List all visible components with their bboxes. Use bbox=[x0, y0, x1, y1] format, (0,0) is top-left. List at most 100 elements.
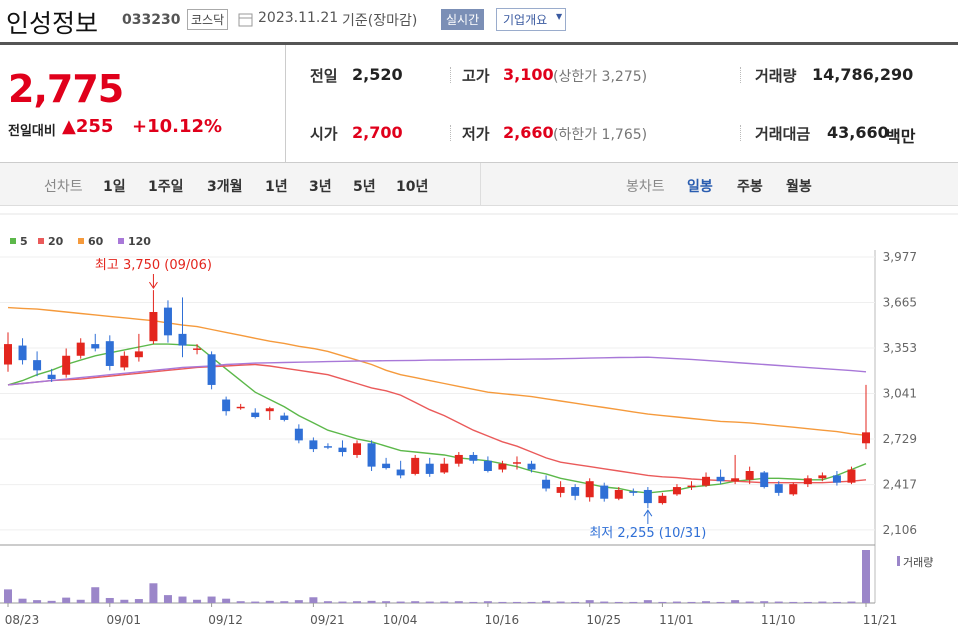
tab[interactable]: 주봉 bbox=[737, 179, 763, 195]
candle-body bbox=[222, 399, 231, 412]
calendar-icon bbox=[238, 13, 253, 27]
separator bbox=[740, 125, 742, 141]
volume-bar bbox=[600, 601, 609, 603]
volume-bar bbox=[818, 601, 827, 603]
tab[interactable]: 10년 bbox=[396, 179, 429, 195]
volume-bar bbox=[178, 596, 187, 603]
y-tick-label: 2,417 bbox=[883, 478, 917, 492]
change-rate: +10.12% bbox=[132, 116, 223, 137]
candle-body bbox=[600, 485, 609, 499]
legend-label: 60 bbox=[88, 235, 104, 248]
volume-bar bbox=[832, 601, 841, 603]
overview-dropdown[interactable]: 기업개요 bbox=[496, 8, 567, 31]
field-label: 저가 bbox=[462, 125, 490, 143]
volume-bar bbox=[280, 601, 289, 603]
candle-body bbox=[105, 341, 114, 366]
tab[interactable]: 월봉 bbox=[786, 179, 812, 195]
volume-bar bbox=[789, 601, 798, 603]
volume-bar bbox=[105, 597, 114, 603]
x-tick-label: 09/01 bbox=[106, 613, 141, 627]
annotation-max: 최고 3,750 (09/06) bbox=[95, 258, 212, 273]
candle-body bbox=[33, 360, 42, 371]
candle-body bbox=[280, 415, 289, 420]
tab-selected[interactable]: 일봉 bbox=[687, 179, 713, 195]
candle-body bbox=[672, 487, 681, 495]
tab[interactable]: 1일 bbox=[103, 179, 126, 195]
candle-body bbox=[294, 428, 303, 441]
candle-body bbox=[323, 446, 332, 448]
period-tabs: 선차트 1일 1주일 3개월 1년 3년 5년 10년 봉차트 일봉 주봉 월봉 bbox=[0, 163, 958, 206]
volume-bar bbox=[149, 583, 158, 603]
volume-bar bbox=[847, 601, 856, 603]
annotation-min: 최저 2,255 (10/31) bbox=[589, 526, 706, 541]
y-tick-label: 3,665 bbox=[883, 296, 917, 310]
volume-bar bbox=[585, 600, 594, 603]
separator bbox=[450, 67, 452, 83]
candle-body bbox=[658, 495, 667, 504]
candle-body bbox=[760, 472, 769, 488]
volume-bar bbox=[367, 600, 376, 603]
volume-bar bbox=[265, 600, 274, 603]
volume-bar bbox=[702, 601, 711, 603]
volume-bar bbox=[134, 599, 143, 603]
market-badge: 코스닥 bbox=[187, 9, 229, 30]
candle-body bbox=[745, 471, 754, 480]
tab[interactable]: 3개월 bbox=[207, 179, 243, 195]
candle-body bbox=[789, 484, 798, 495]
candle-body bbox=[338, 447, 347, 453]
quote-panel: 2,775 전일대비 ▲255 +10.12% 전일 2,520 고가 3,10… bbox=[0, 45, 958, 163]
candle-body bbox=[614, 489, 623, 499]
field-value: 2,700 bbox=[352, 123, 403, 142]
tab[interactable]: 1년 bbox=[265, 179, 288, 195]
x-tick-label: 08/23 bbox=[5, 613, 40, 627]
volume-bar bbox=[382, 601, 391, 603]
ma-line bbox=[7, 356, 867, 386]
volume-bar bbox=[745, 601, 754, 603]
legend-label: 5 bbox=[20, 235, 28, 248]
candle-body bbox=[149, 311, 158, 342]
volume-bar bbox=[614, 601, 623, 603]
volume-bar bbox=[498, 601, 507, 603]
change: ▲255 bbox=[62, 116, 114, 137]
field-value: 43,660 bbox=[827, 123, 889, 142]
volume-bar bbox=[236, 601, 245, 603]
candle-body bbox=[353, 443, 362, 455]
candle-body bbox=[847, 469, 856, 483]
price-box: 2,775 전일대비 ▲255 +10.12% bbox=[0, 45, 286, 162]
y-tick-label: 3,353 bbox=[883, 341, 917, 355]
volume-legend-label: 거래량 bbox=[903, 556, 933, 569]
x-tick-label: 11/01 bbox=[659, 613, 694, 627]
tab-group-label: 봉차트 bbox=[626, 179, 665, 195]
change-label: 전일대비 bbox=[8, 124, 56, 139]
candle-body bbox=[643, 489, 652, 504]
x-tick-label: 11/21 bbox=[863, 613, 898, 627]
volume-bar bbox=[542, 600, 551, 603]
legend-swatch bbox=[38, 238, 44, 244]
tab[interactable]: 3년 bbox=[309, 179, 332, 195]
date-basis: 기준(장마감) bbox=[342, 13, 418, 29]
candle-body bbox=[4, 344, 12, 365]
date: 2023.11.21 bbox=[258, 10, 339, 26]
separator bbox=[450, 125, 452, 141]
tab-group-label: 선차트 bbox=[44, 179, 83, 195]
candle-body bbox=[76, 342, 85, 356]
legend-label: 120 bbox=[128, 235, 151, 248]
candle-body bbox=[382, 463, 391, 469]
candle-body bbox=[134, 351, 143, 358]
volume-bar bbox=[91, 587, 100, 603]
tab[interactable]: 5년 bbox=[353, 179, 376, 195]
volume-bar bbox=[76, 599, 85, 603]
candle-body bbox=[832, 475, 841, 483]
realtime-button[interactable]: 실시간 bbox=[441, 9, 485, 30]
y-tick-label: 3,041 bbox=[883, 387, 917, 401]
candle-body bbox=[265, 408, 274, 412]
tab[interactable]: 1주일 bbox=[148, 179, 184, 195]
volume-bar bbox=[193, 599, 202, 603]
x-tick-label: 10/25 bbox=[586, 613, 621, 627]
candle-body bbox=[818, 475, 827, 479]
price: 2,775 bbox=[8, 67, 124, 111]
candle-body bbox=[556, 487, 565, 493]
candle-body bbox=[483, 460, 492, 472]
